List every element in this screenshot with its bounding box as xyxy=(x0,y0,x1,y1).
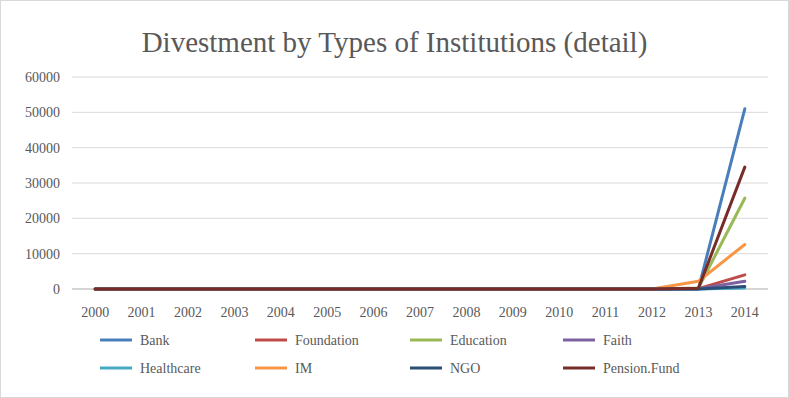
title: Divestment by Types of Institutions (det… xyxy=(142,26,648,59)
legend-swatch xyxy=(563,367,595,370)
series-line xyxy=(95,244,745,289)
x-tick-label: 2006 xyxy=(360,305,388,320)
grid-line xyxy=(72,253,768,254)
series-line xyxy=(95,109,745,289)
x-tick-label: 2007 xyxy=(406,305,434,320)
legend-label: IM xyxy=(295,361,313,376)
legend-label: Foundation xyxy=(295,333,359,348)
x-tick-label: 2001 xyxy=(128,305,156,320)
y-tick-label: 0 xyxy=(53,282,60,297)
legend-swatch xyxy=(100,367,132,370)
x-tick-label: 2003 xyxy=(220,305,248,320)
chart-border xyxy=(1,1,789,398)
y-tick-label: 10000 xyxy=(25,247,60,262)
y-tick-label: 50000 xyxy=(25,105,60,120)
series-line xyxy=(95,275,745,289)
grid-line xyxy=(72,77,768,78)
x-tick-label: 2009 xyxy=(499,305,527,320)
legend-label: Pension.Fund xyxy=(603,361,680,376)
legend-swatch xyxy=(255,339,287,342)
series-line xyxy=(95,198,745,289)
legend-label: Faith xyxy=(603,333,632,348)
grid-line xyxy=(72,112,768,113)
x-tick-label: 2004 xyxy=(267,305,295,320)
plot-area xyxy=(95,109,745,289)
legend-swatch xyxy=(410,339,442,342)
x-tick-label: 2000 xyxy=(81,305,109,320)
grid-line xyxy=(72,147,768,148)
legend-label: Education xyxy=(450,333,507,348)
x-tick-label: 2002 xyxy=(174,305,202,320)
legend-label: NGO xyxy=(450,361,480,376)
legend-swatch xyxy=(255,367,287,370)
x-tick-label: 2012 xyxy=(638,305,666,320)
x-tick-label: 2010 xyxy=(545,305,573,320)
grid-line xyxy=(72,183,768,184)
y-tick-label: 20000 xyxy=(25,211,60,226)
legend-label: Bank xyxy=(140,333,170,348)
x-tick-label: 2013 xyxy=(684,305,712,320)
y-tick-label: 30000 xyxy=(25,176,60,191)
grid-line xyxy=(72,218,768,219)
legend-swatch xyxy=(100,339,132,342)
legend-swatch xyxy=(410,367,442,370)
chart: Divestment by Types of Institutions (det… xyxy=(0,0,789,398)
y-tick-label: 60000 xyxy=(25,70,60,85)
y-tick-label: 40000 xyxy=(25,141,60,156)
legend-label: Healthcare xyxy=(140,361,201,376)
x-tick-label: 2008 xyxy=(452,305,480,320)
legend-swatch xyxy=(563,339,595,342)
x-tick-label: 2014 xyxy=(731,305,759,320)
x-tick-label: 2005 xyxy=(313,305,341,320)
series-line xyxy=(95,167,745,289)
x-tick-label: 2011 xyxy=(592,305,619,320)
